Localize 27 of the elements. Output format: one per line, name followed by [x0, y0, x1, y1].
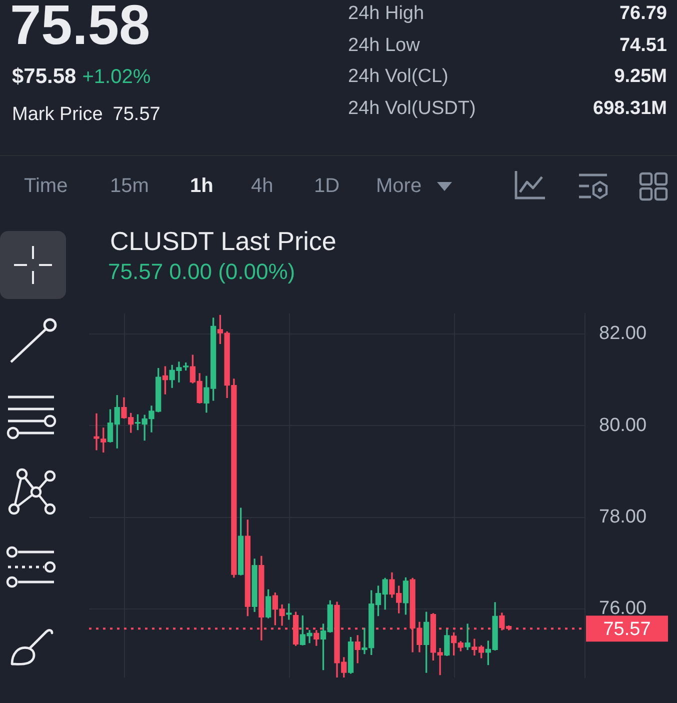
text: 24h Vol(USDT) — [348, 97, 476, 121]
text: 698.31M — [593, 97, 667, 121]
candlestick — [464, 624, 470, 650]
text: 75.57 — [112, 103, 160, 127]
y-tick-label: 76.00 — [599, 598, 647, 620]
text: 1D — [314, 174, 340, 198]
text: 9.25M — [614, 65, 667, 89]
text: 24h High — [348, 2, 424, 26]
text: Mark Price — [12, 103, 103, 127]
text: 74.51 — [619, 34, 667, 58]
ref-line-label: 75.57 — [603, 618, 651, 640]
text: 15m — [110, 174, 149, 198]
y-tick-label: 82.00 — [599, 323, 647, 344]
y-tick-label: 80.00 — [599, 414, 647, 436]
text: $75.58 — [12, 64, 76, 90]
chart-title: CLUSDT Last Price — [110, 226, 336, 256]
text: 1h — [190, 174, 214, 198]
text: 24h Low — [348, 34, 420, 58]
text: 76.79 — [619, 2, 667, 26]
text: More — [376, 174, 422, 198]
text: 75.58 — [10, 0, 150, 56]
y-tick-label: 78.00 — [599, 506, 647, 528]
chart-subtitle: 75.57 0.00 (0.00%) — [108, 259, 296, 285]
text: +1.02% — [82, 65, 151, 90]
text: 4h — [251, 174, 274, 198]
text: Time — [24, 174, 68, 198]
text: 24h Vol(CL) — [348, 65, 448, 89]
